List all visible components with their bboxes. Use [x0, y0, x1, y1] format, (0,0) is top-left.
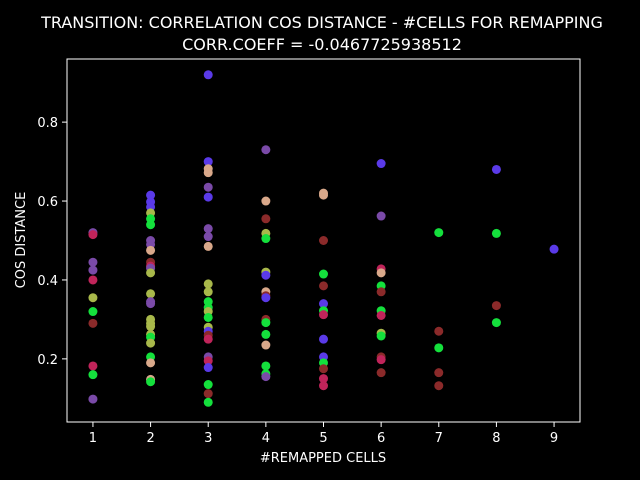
- scatter-point: [88, 257, 98, 267]
- data-points: [88, 70, 559, 407]
- scatter-point: [319, 364, 328, 374]
- scatter-point: [203, 356, 213, 366]
- scatter-point: [549, 244, 559, 254]
- scatter-point: [146, 377, 156, 387]
- scatter-point: [261, 145, 271, 155]
- x-tick-label: 7: [435, 431, 443, 446]
- scatter-point: [88, 370, 98, 380]
- scatter-point: [203, 389, 213, 399]
- scatter-point: [146, 268, 156, 278]
- scatter-point: [319, 236, 328, 245]
- scatter-point: [203, 241, 213, 251]
- scatter-point: [319, 310, 328, 320]
- x-tick-label: 9: [550, 431, 558, 446]
- scatter-point: [203, 397, 213, 407]
- scatter-point: [434, 368, 444, 378]
- scatter-point: [88, 275, 98, 285]
- scatter-point: [261, 234, 271, 244]
- scatter-point: [376, 159, 386, 169]
- scatter-point: [88, 361, 98, 371]
- scatter-point: [376, 331, 386, 341]
- x-tick-label: 8: [492, 431, 500, 446]
- scatter-point: [261, 329, 271, 339]
- scatter-point: [146, 358, 156, 368]
- scatter-point: [319, 281, 328, 291]
- scatter-point: [319, 299, 328, 309]
- scatter-point: [261, 340, 271, 350]
- y-tick-label: 0.4: [37, 274, 58, 289]
- scatter-point: [203, 380, 213, 390]
- scatter-point: [261, 270, 271, 280]
- scatter-point: [376, 211, 386, 221]
- scatter-point: [203, 279, 213, 289]
- scatter-point: [146, 322, 156, 332]
- scatter-point: [319, 269, 328, 279]
- scatter-point: [261, 214, 271, 224]
- scatter-point: [376, 355, 386, 365]
- scatter-point: [491, 164, 501, 174]
- scatter-point: [88, 318, 98, 328]
- scatter-point: [261, 372, 271, 382]
- scatter-point: [434, 381, 444, 391]
- scatter-point: [146, 220, 156, 230]
- scatter-point: [261, 196, 271, 206]
- scatter-point: [434, 326, 444, 336]
- scatter-point: [491, 301, 501, 311]
- scatter-point: [203, 168, 213, 178]
- scatter-point: [434, 228, 444, 238]
- scatter-point: [319, 190, 328, 200]
- chart-subtitle: CORR.COEFF = -0.0467725938512: [182, 35, 462, 54]
- scatter-point: [491, 228, 501, 238]
- scatter-point: [203, 157, 213, 167]
- scatter-point: [261, 293, 271, 303]
- scatter-point: [203, 232, 213, 242]
- scatter-point: [319, 381, 328, 391]
- scatter-point: [261, 318, 271, 328]
- scatter-point: [376, 287, 386, 297]
- y-tick-label: 0.6: [37, 195, 58, 210]
- scatter-point: [88, 230, 98, 240]
- y-tick-label: 0.2: [37, 353, 58, 368]
- scatter-point: [203, 312, 213, 322]
- scatter-point: [146, 190, 156, 200]
- scatter-point: [203, 363, 213, 373]
- scatter-point: [203, 182, 213, 192]
- scatter-point: [146, 299, 156, 309]
- scatter-point: [203, 224, 213, 234]
- scatter-point: [203, 192, 213, 202]
- y-tick-label: 0.8: [37, 116, 58, 131]
- scatter-point: [203, 70, 213, 80]
- scatter-point: [88, 394, 98, 404]
- chart-title: TRANSITION: CORRELATION COS DISTANCE - #…: [40, 13, 603, 32]
- x-axis-label: #REMAPPED CELLS: [260, 451, 386, 466]
- y-axis: 0.2 0.4 0.6 0.8: [37, 116, 67, 368]
- scatter-point: [319, 334, 328, 344]
- scatter-point: [203, 334, 213, 344]
- x-tick-label: 4: [262, 431, 270, 446]
- x-tick-label: 6: [377, 431, 385, 446]
- scatter-point: [146, 289, 156, 299]
- scatter-point: [319, 374, 328, 384]
- scatter-point: [88, 265, 98, 275]
- x-tick-label: 5: [319, 431, 327, 446]
- scatter-point: [376, 268, 386, 278]
- y-axis-label: COS DISTANCE: [14, 192, 29, 289]
- x-tick-label: 1: [89, 431, 97, 446]
- x-tick-label: 2: [146, 431, 154, 446]
- scatter-point: [203, 287, 213, 297]
- scatter-point: [146, 338, 156, 348]
- x-axis: 1 2 3 4 5 6 7 8 9: [89, 422, 558, 446]
- scatter-point: [261, 361, 271, 371]
- x-tick-label: 3: [204, 431, 212, 446]
- scatter-point: [88, 293, 98, 303]
- scatter-point: [376, 368, 386, 378]
- scatter-point: [491, 318, 501, 328]
- scatter-point: [88, 307, 98, 317]
- scatter-point: [146, 245, 156, 255]
- scatter-point: [434, 343, 444, 353]
- scatter-point: [376, 310, 386, 320]
